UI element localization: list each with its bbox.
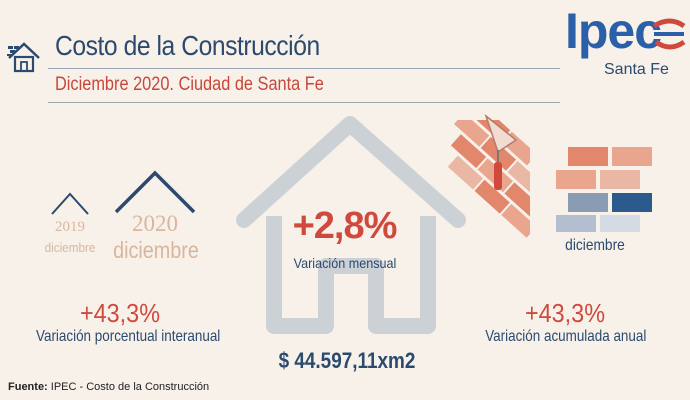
page-title: Costo de la Construcción: [55, 30, 320, 61]
trowel-icon: [484, 113, 518, 190]
year-2019: 2019: [55, 219, 85, 235]
annual-month-label: diciembre: [565, 237, 625, 254]
annual-variation-value: +43,3%: [524, 298, 606, 328]
monthly-variation-value: +2,8%: [292, 205, 398, 247]
source-text: IPEC - Costo de la Construcción: [47, 381, 210, 393]
brand-city: Santa Fe: [604, 61, 669, 78]
page-subtitle: Diciembre 2020. Ciudad de Santa Fe: [55, 74, 324, 95]
monthly-variation-label: Variación mensual: [293, 255, 397, 271]
annual-variation-label: Variación acumulada anual: [485, 328, 647, 345]
brick-wall-icon: [556, 147, 652, 232]
source-key: Fuente:: [8, 381, 48, 393]
label-2020: diciembre: [113, 237, 199, 263]
roof-2020-icon: [114, 170, 196, 214]
house-icon: [7, 42, 40, 73]
interannual-variation-label: Variación porcentual interanual: [36, 328, 221, 345]
ipec-logo-icon: [652, 18, 686, 50]
year-2020: 2020: [132, 211, 178, 236]
divider-top: [48, 68, 560, 69]
divider-bottom: [48, 102, 560, 103]
roof-2019-icon: [51, 192, 89, 215]
label-2019: diciembre: [44, 240, 96, 255]
price-per-m2: $ 44.597,11xm2: [278, 348, 416, 373]
interannual-variation-value: +43,3%: [79, 298, 161, 328]
source-note: Fuente: IPEC - Costo de la Construcción: [8, 381, 209, 393]
house-outline-icon: [236, 116, 466, 334]
brand-logo-text: Ipec: [565, 3, 662, 59]
